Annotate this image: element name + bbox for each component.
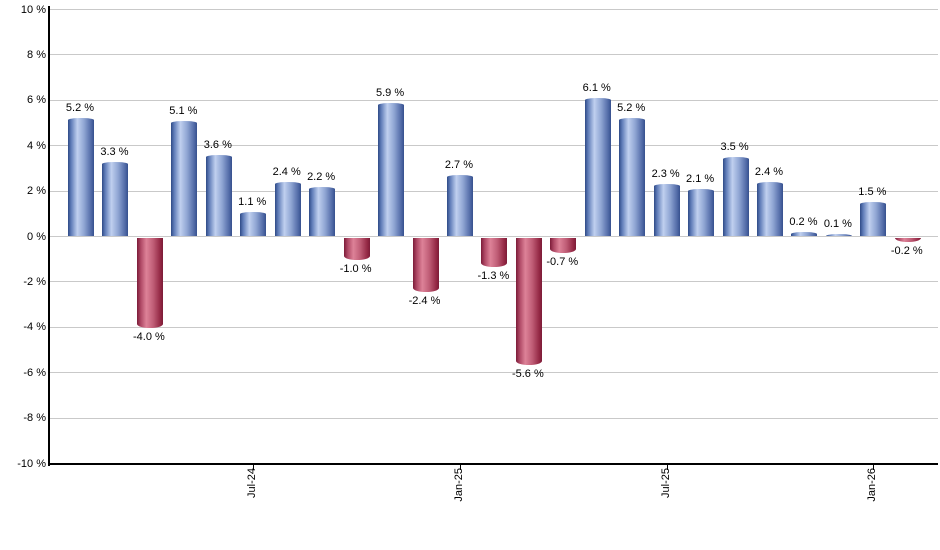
bar[interactable] [171,120,198,237]
bar[interactable] [136,237,163,329]
bar[interactable] [102,161,129,237]
bar[interactable] [240,211,267,237]
bar[interactable] [68,118,94,237]
gridline [49,326,938,328]
y-axis-line [48,6,50,466]
bar-value-label: 5.2 % [65,102,95,115]
x-axis-tick [459,464,461,470]
bar-value-label: 2.7 % [444,159,473,172]
bar-value-label: -1.0 % [339,263,372,276]
bar-value-label: 2.4 % [754,166,784,179]
y-axis-label: 4 % [27,139,46,152]
bar[interactable] [205,154,232,237]
bar-value-label: -4.0 % [132,331,165,344]
x-axis-label: Jul-24 [246,468,259,498]
bar-value-label: 2.2 % [307,170,336,183]
gridline [49,145,938,147]
gridline [49,54,938,56]
y-axis-label: -6 % [23,366,46,379]
bar-value-label: 1.5 % [858,186,887,199]
bar-value-label: -2.4 % [408,294,441,307]
bar[interactable] [825,234,852,237]
y-axis-label: 0 % [27,230,46,243]
bar[interactable] [378,102,405,237]
bar[interactable] [550,237,577,254]
y-axis-label: -2 % [23,275,46,288]
bar[interactable] [894,237,921,243]
bar[interactable] [584,98,611,237]
bar-value-label: 0.1 % [823,218,852,231]
bar-value-label: 0.2 % [789,215,818,228]
gridline [49,190,938,192]
x-axis-tick [666,464,668,470]
x-axis-label: Jan-26 [866,468,879,502]
bar-value-label: 5.9 % [375,86,405,99]
gridline [49,99,938,101]
bar[interactable] [860,202,887,237]
bar-value-label: 1.1 % [238,195,267,208]
bar[interactable] [619,118,646,237]
bar-value-label: 5.2 % [617,102,646,115]
bar[interactable] [446,175,473,237]
bar[interactable] [412,237,439,292]
bar-value-label: -1.3 % [477,270,510,282]
y-axis-label: 6 % [27,94,46,107]
x-axis-label: Jul-25 [659,468,672,498]
bar[interactable] [653,184,680,237]
x-axis-line [48,462,938,465]
bar-value-label: 3.5 % [720,141,749,154]
bar[interactable] [481,237,508,267]
bar[interactable] [274,182,301,237]
gridline [49,417,938,419]
gridline [49,281,938,283]
x-axis-tick [253,464,255,470]
gridline [49,9,938,10]
bar-value-label: 2.1 % [686,172,715,185]
bar[interactable] [791,231,818,237]
y-axis-label: -10 % [17,457,46,470]
bar[interactable] [757,182,783,237]
gridline [49,236,938,237]
x-axis-tick [873,464,875,470]
bar-value-label: 2.3 % [651,168,680,181]
y-axis-label: -4 % [23,321,46,334]
bar-value-label: 5.1 % [169,104,198,117]
y-axis-label: -8 % [23,412,46,425]
bar-value-label: 3.6 % [203,138,232,151]
bar-value-label: 2.4 % [272,166,301,179]
bar-value-label: 3.3 % [100,145,129,158]
bar-value-label: -0.2 % [890,245,923,258]
y-axis-label: 8 % [27,48,46,61]
bar[interactable] [309,186,336,237]
y-axis-label: 10 % [20,3,46,16]
gridline [49,372,938,374]
bar-value-label: 6.1 % [582,82,611,95]
bar[interactable] [722,157,749,237]
y-axis-label: 2 % [27,185,46,198]
bar[interactable] [688,188,715,237]
x-axis-label: Jan-25 [452,468,465,502]
bar-value-label: -0.7 % [546,256,579,269]
bar-value-label: -5.6 % [511,367,544,380]
bar[interactable] [343,237,370,261]
bar[interactable] [515,237,542,365]
